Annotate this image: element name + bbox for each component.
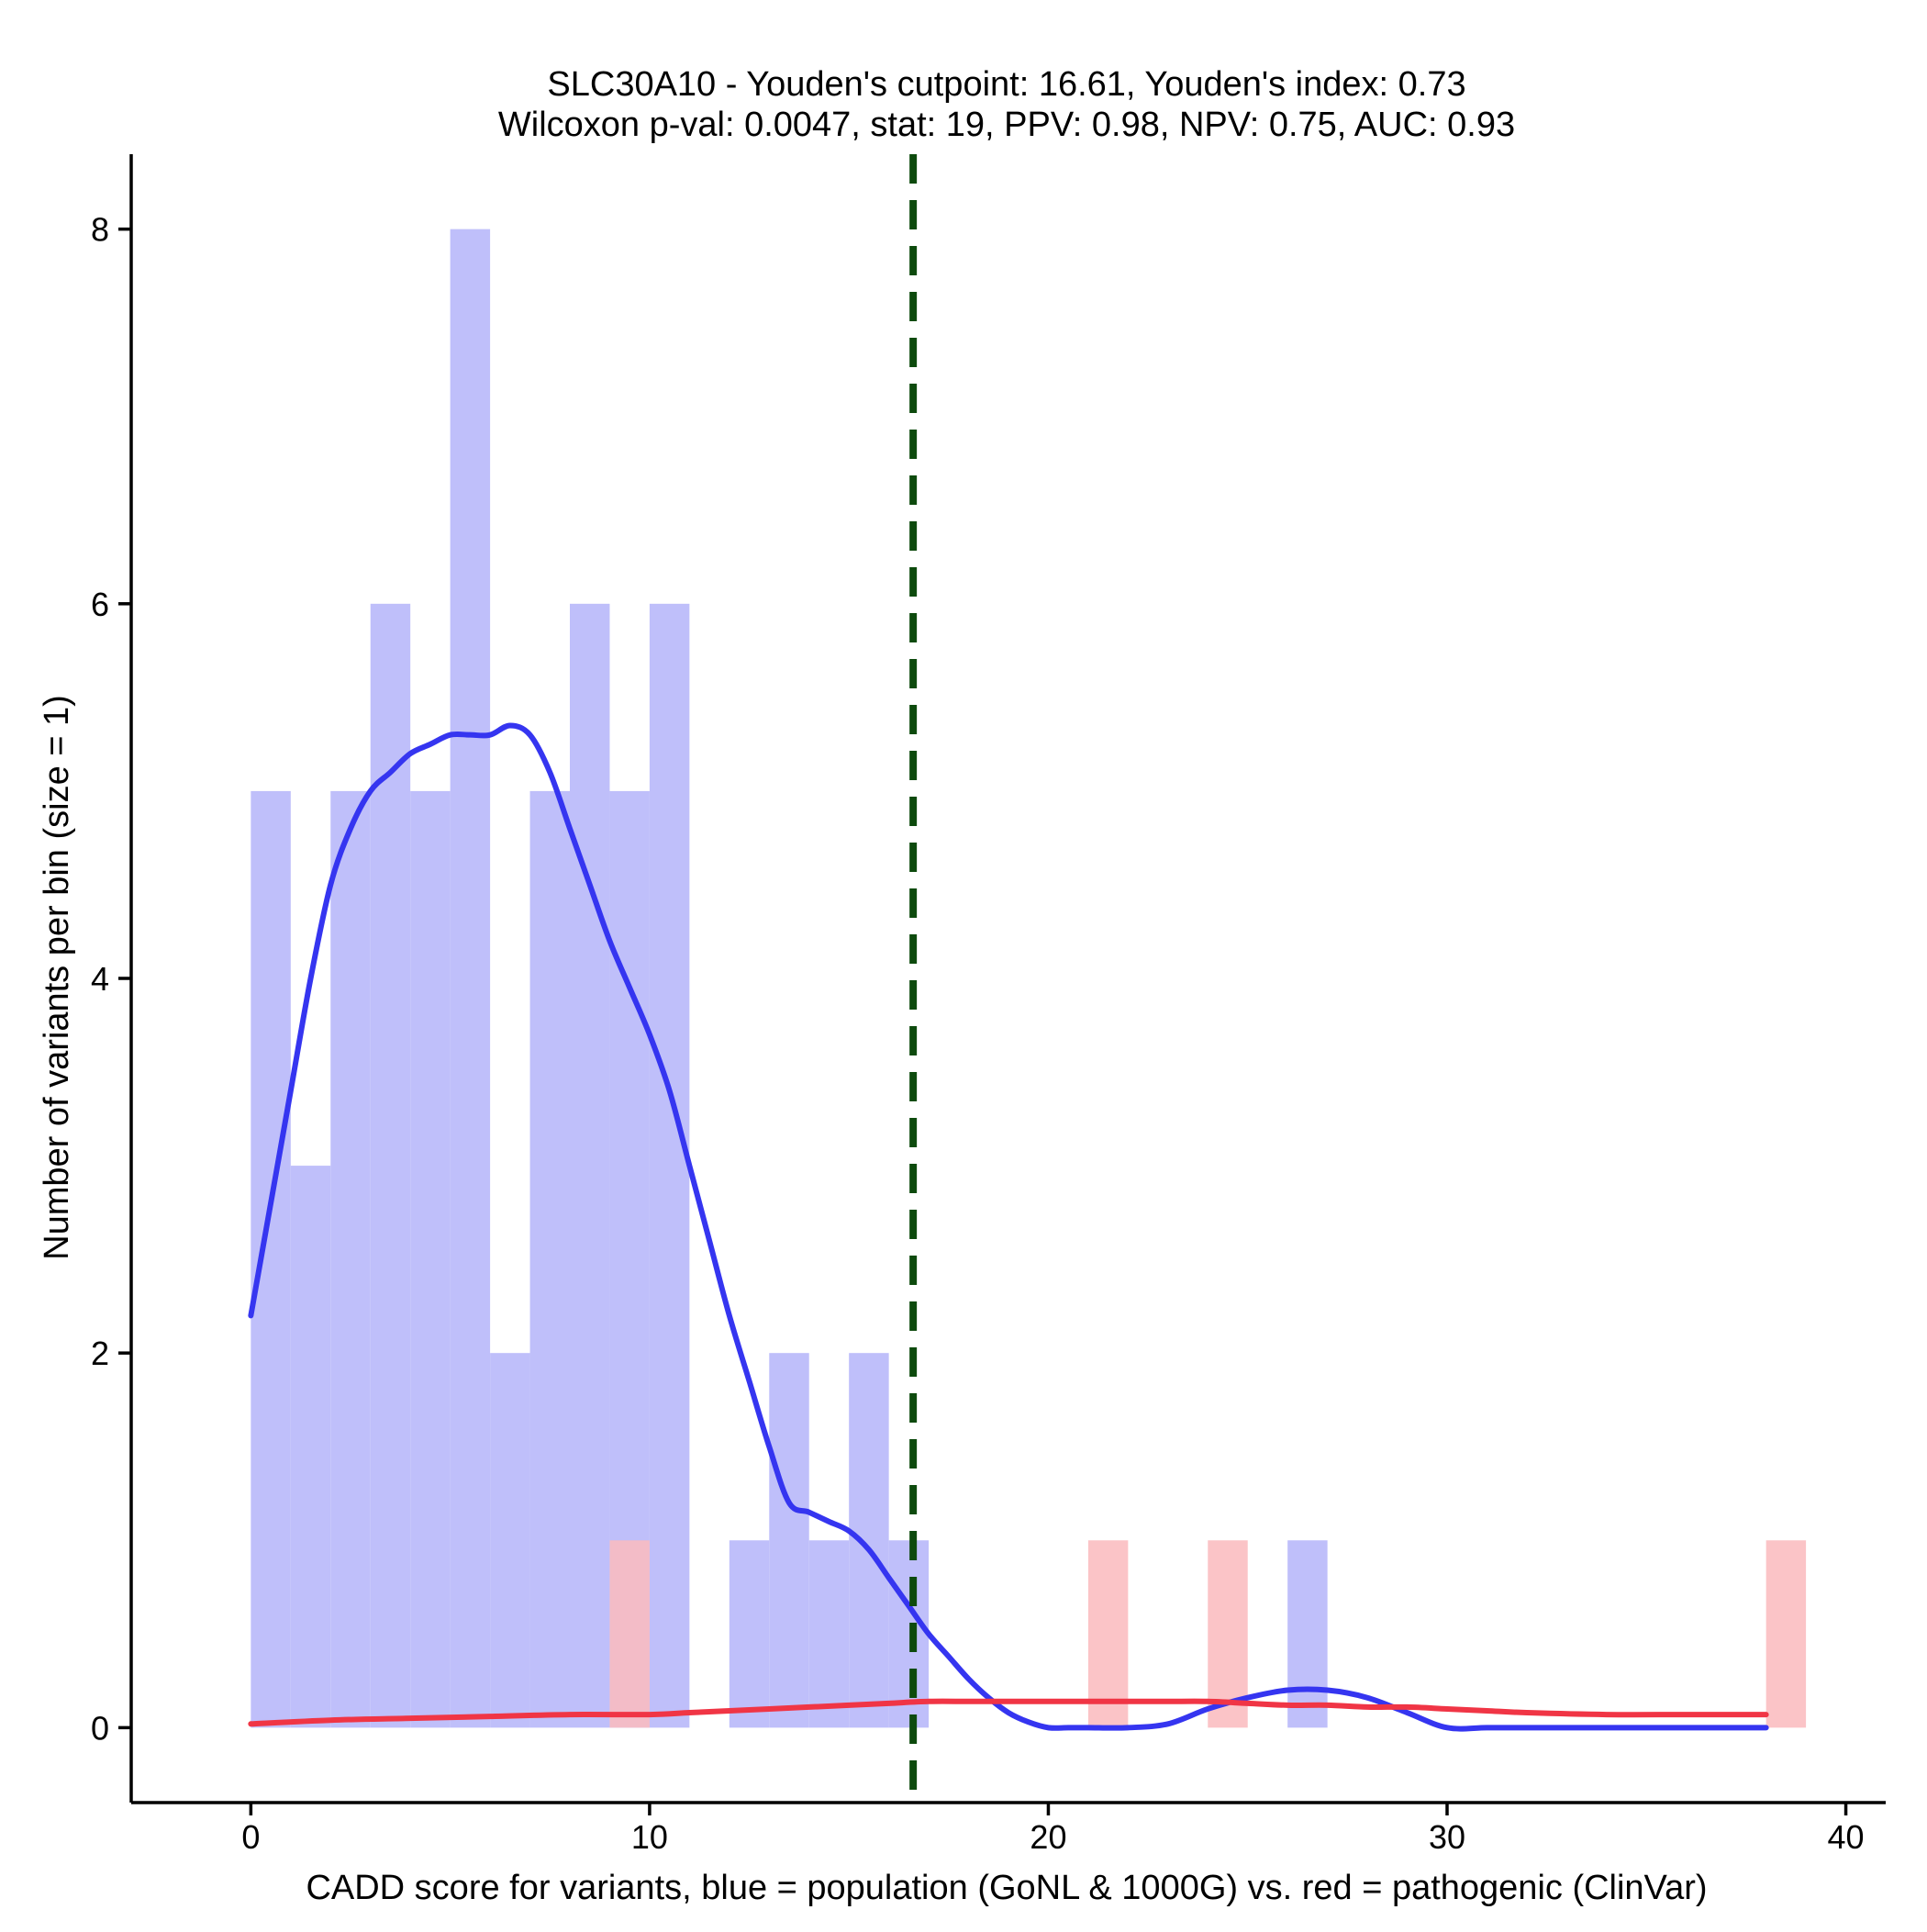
histogram-bars-layer xyxy=(251,229,1807,1728)
y-tick-label: 6 xyxy=(91,586,109,623)
chart-subtitle: Wilcoxon p-val: 0.0047, stat: 19, PPV: 0… xyxy=(498,106,1515,144)
x-axis-label: CADD score for variants, blue = populati… xyxy=(306,1869,1707,1907)
x-tick-label: 40 xyxy=(1828,1818,1865,1856)
population-bar xyxy=(330,790,371,1728)
population-density-line xyxy=(248,722,1769,1732)
ticks-layer: 0 10 20 30 40 0 2 4 6 8 xyxy=(91,211,1865,1856)
population-bar xyxy=(808,1540,850,1728)
pathogenic-bar xyxy=(1208,1540,1248,1728)
population-bar xyxy=(769,1353,809,1728)
population-bar xyxy=(649,603,690,1728)
population-bar xyxy=(490,1353,530,1728)
x-tick-label: 0 xyxy=(241,1818,260,1856)
pathogenic-bar xyxy=(1765,1540,1807,1728)
population-bar xyxy=(450,229,491,1728)
y-tick-label: 0 xyxy=(91,1709,109,1747)
x-tick-label: 20 xyxy=(1030,1818,1066,1856)
population-bar xyxy=(1287,1540,1328,1728)
pathogenic-density-line xyxy=(248,1698,1769,1727)
y-tick-label: 8 xyxy=(91,211,109,249)
pathogenic-bar xyxy=(1087,1540,1129,1728)
x-tick-label: 10 xyxy=(631,1818,668,1856)
population-bar xyxy=(849,1353,889,1728)
population-bar xyxy=(529,790,570,1728)
population-bar xyxy=(290,1166,331,1728)
population-bar xyxy=(251,790,291,1728)
chart-title: SLC30A10 - Youden's cutpoint: 16.61, You… xyxy=(547,65,1465,104)
population-bar xyxy=(370,603,411,1728)
density-lines-layer xyxy=(248,722,1769,1732)
y-tick-label: 4 xyxy=(91,960,109,998)
y-axis-label: Number of variants per bin (size = 1) xyxy=(38,695,76,1260)
population-bar xyxy=(729,1540,770,1728)
pathogenic-bar xyxy=(609,1540,650,1728)
population-bar xyxy=(888,1540,930,1728)
population-bar xyxy=(410,790,451,1728)
y-tick-label: 2 xyxy=(91,1335,109,1372)
x-tick-label: 30 xyxy=(1429,1818,1465,1856)
population-bar xyxy=(570,603,610,1728)
